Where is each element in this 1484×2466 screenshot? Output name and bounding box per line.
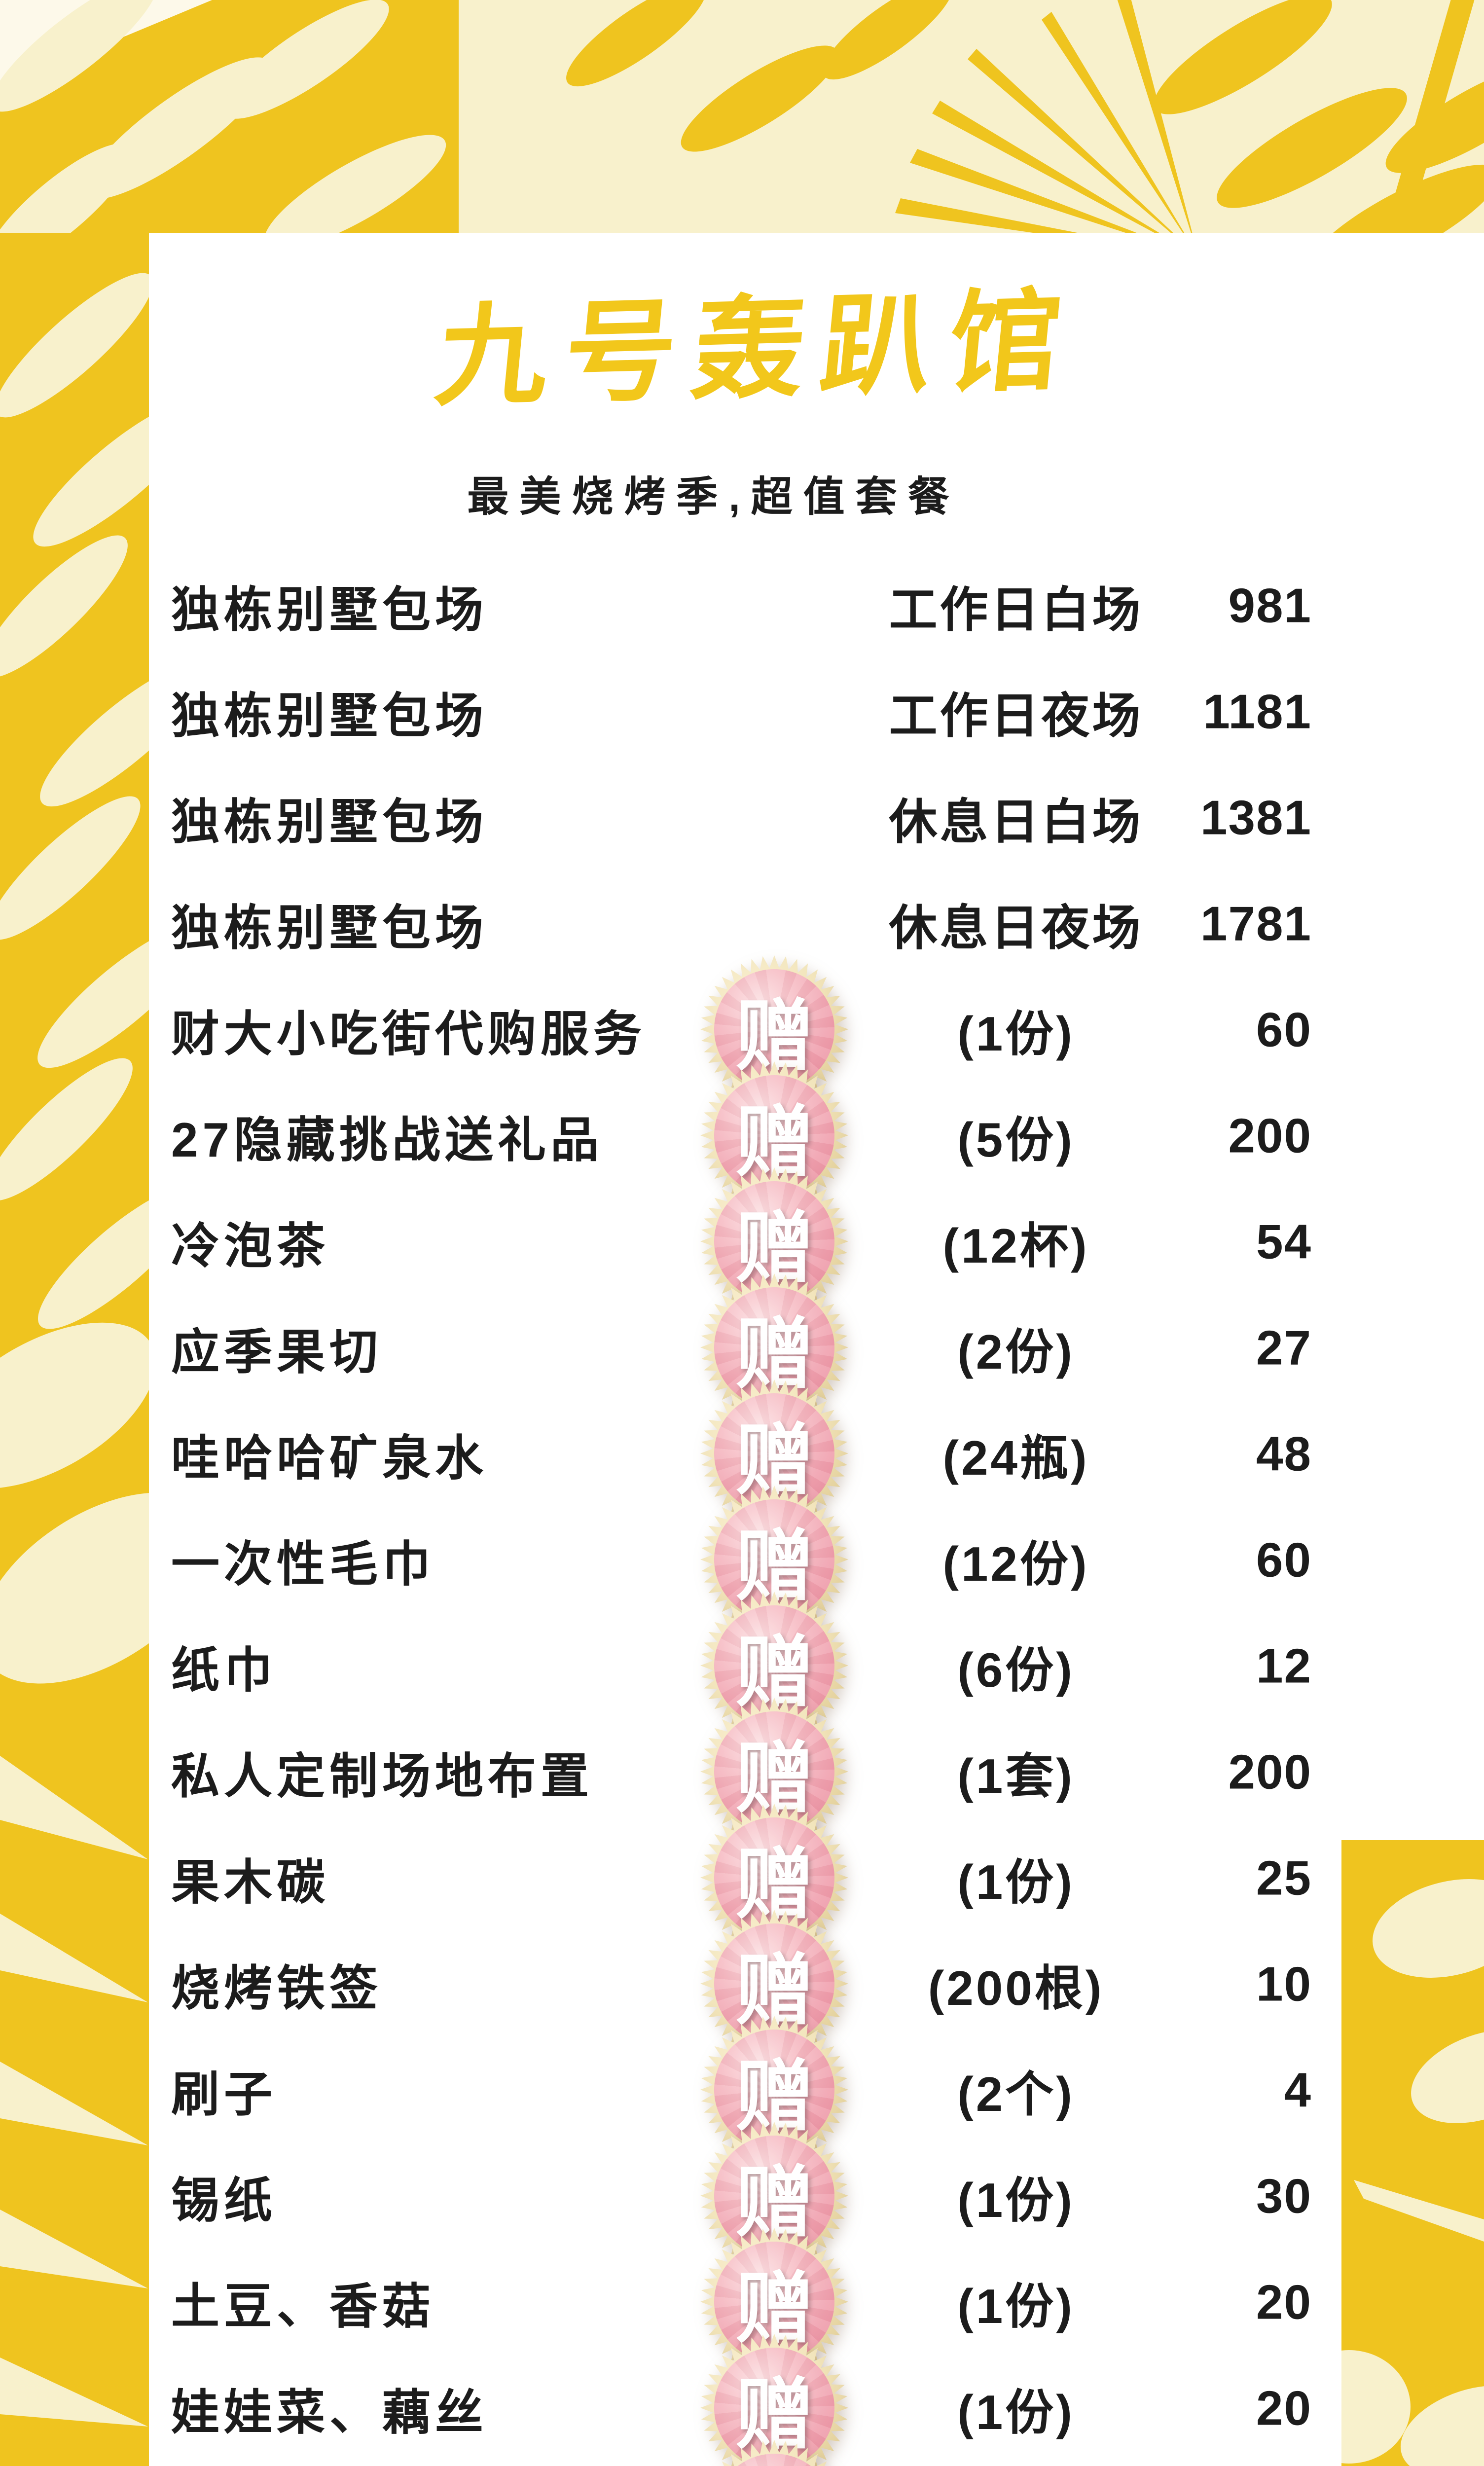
item-price: 200 bbox=[1228, 1744, 1312, 1799]
menu-row: 一次性毛巾 赠 (12份) 60 bbox=[149, 1486, 1484, 1633]
item-spec: (1份) bbox=[957, 1006, 1075, 1061]
menu-row: 独栋别墅包场 休息日夜场 1781 bbox=[149, 870, 1484, 977]
item-price: 20 bbox=[1256, 2275, 1312, 2329]
gift-badge-label: 赠 bbox=[700, 2440, 848, 2466]
menu-row: 冷泡茶 赠 (12杯) 54 bbox=[149, 1167, 1484, 1315]
menu-row: 烧烤铁签 赠 (200根) 10 bbox=[149, 1910, 1484, 2058]
item-spec: (12份) bbox=[942, 1536, 1089, 1591]
item-spec: (6份) bbox=[957, 1642, 1075, 1697]
item-spec: (5份) bbox=[957, 1112, 1075, 1167]
item-price: 12 bbox=[1256, 1638, 1312, 1693]
item-spec: 工作日白场 bbox=[889, 582, 1143, 637]
item-price: 981 bbox=[1228, 578, 1312, 632]
item-name: 烧烤铁签 bbox=[171, 1960, 383, 2015]
item-spec: 工作日夜场 bbox=[889, 688, 1143, 743]
item-price: 60 bbox=[1256, 1002, 1312, 1056]
item-price: 60 bbox=[1256, 1532, 1312, 1587]
menu-rows: 独栋别墅包场 工作日白场 981 独栋别墅包场 工作日夜场 1181 独栋别墅包… bbox=[149, 552, 1484, 2466]
item-name: 私人定制场地布置 bbox=[171, 1748, 594, 1803]
item-spec: (1份) bbox=[957, 2173, 1075, 2227]
menu-card: 九号轰趴馆 最美烧烤季,超值套餐 独栋别墅包场 工作日白场 981 独栋别墅包场… bbox=[149, 233, 1484, 2466]
item-spec: (1份) bbox=[957, 2385, 1075, 2439]
item-name: 纸巾 bbox=[171, 1642, 277, 1697]
menu-row: 土豆、香菇 赠 (1份) 20 bbox=[149, 2228, 1484, 2376]
gift-seal-icon: 赠 bbox=[700, 1592, 848, 1740]
item-name: 独栋别墅包场 bbox=[171, 688, 488, 743]
gift-seal-icon: 赠 bbox=[700, 2440, 848, 2466]
item-spec: 休息日夜场 bbox=[889, 900, 1143, 955]
item-name: 果木碳 bbox=[171, 1854, 330, 1909]
item-name: 冷泡茶 bbox=[171, 1218, 330, 1273]
item-spec: (1份) bbox=[957, 1854, 1075, 1909]
item-name: 刷子 bbox=[171, 2067, 277, 2121]
item-price: 200 bbox=[1228, 1108, 1312, 1162]
gift-seal-icon: 赠 bbox=[700, 1167, 848, 1315]
item-price: 25 bbox=[1256, 1850, 1312, 1905]
gift-seal-icon: 赠 bbox=[700, 1486, 848, 1633]
item-price: 48 bbox=[1256, 1426, 1312, 1481]
item-price: 54 bbox=[1256, 1214, 1312, 1269]
item-spec: (1份) bbox=[957, 2279, 1075, 2333]
item-name: 一次性毛巾 bbox=[171, 1536, 435, 1591]
item-spec: (12杯) bbox=[942, 1218, 1089, 1273]
item-name: 独栋别墅包场 bbox=[171, 794, 488, 849]
item-spec: (1套) bbox=[957, 1748, 1075, 1803]
menu-row: 独栋别墅包场 工作日夜场 1181 bbox=[149, 658, 1484, 764]
item-spec: 休息日白场 bbox=[889, 794, 1143, 849]
item-name: 独栋别墅包场 bbox=[171, 900, 488, 955]
gift-seal-icon: 赠 bbox=[700, 1910, 848, 2058]
item-name: 土豆、香菇 bbox=[171, 2279, 435, 2333]
gift-seal-icon: 赠 bbox=[700, 1273, 848, 1421]
item-name: 财大小吃街代购服务 bbox=[171, 1006, 647, 1061]
item-name: 应季果切 bbox=[171, 1324, 383, 1379]
item-spec: (200根) bbox=[928, 1960, 1104, 2015]
item-spec: (2个) bbox=[957, 2067, 1075, 2121]
item-price: 1381 bbox=[1200, 790, 1312, 844]
item-name: 独栋别墅包场 bbox=[171, 582, 488, 637]
poster-title: 九号轰趴馆 bbox=[431, 278, 1084, 419]
item-spec: (24瓶) bbox=[942, 1430, 1089, 1485]
menu-row: 独栋别墅包场 工作日白场 981 bbox=[149, 552, 1484, 658]
item-name: 娃娃菜、藕丝 bbox=[171, 2385, 488, 2439]
poster-subtitle: 最美烧烤季,超值套餐 bbox=[467, 473, 960, 520]
item-price: 4 bbox=[1284, 2063, 1312, 2117]
item-price: 27 bbox=[1256, 1320, 1312, 1375]
item-price: 10 bbox=[1256, 1957, 1312, 2011]
menu-row: 应季果切 赠 (2份) 27 bbox=[149, 1273, 1484, 1421]
item-price: 20 bbox=[1256, 2381, 1312, 2435]
item-price: 1781 bbox=[1200, 896, 1312, 950]
menu-row: 五花肉 赠 (1份) 20 bbox=[149, 2440, 1484, 2466]
item-price: 30 bbox=[1256, 2169, 1312, 2223]
menu-row: 纸巾 赠 (6份) 12 bbox=[149, 1592, 1484, 1740]
menu-row: 私人定制场地布置 赠 (1套) 200 bbox=[149, 1698, 1484, 1846]
item-price: 1181 bbox=[1203, 684, 1312, 738]
item-name: 锡纸 bbox=[171, 2173, 277, 2227]
gift-seal-icon: 赠 bbox=[700, 1698, 848, 1846]
menu-row: 独栋别墅包场 休息日白场 1381 bbox=[149, 764, 1484, 870]
item-name: 哇哈哈矿泉水 bbox=[171, 1430, 488, 1485]
item-name: 27隐藏挑战送礼品 bbox=[171, 1112, 604, 1167]
item-spec: (2份) bbox=[957, 1324, 1075, 1379]
